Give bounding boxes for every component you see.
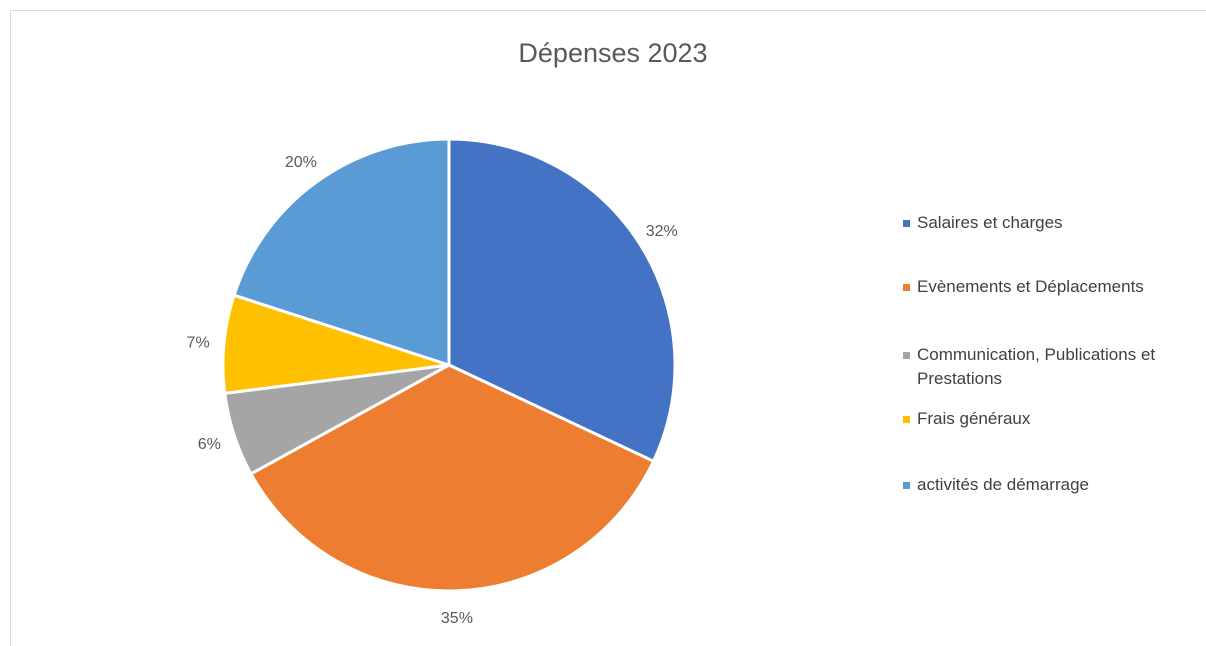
legend-label-communication: Communication, Publications et Prestatio… bbox=[917, 345, 1156, 388]
data-label-communication: 6% bbox=[198, 436, 221, 453]
chart-title: Dépenses 2023 bbox=[518, 38, 708, 68]
data-label-frais: 7% bbox=[187, 334, 210, 351]
legend-item-activites: activités de démarrage bbox=[903, 473, 1203, 497]
legend-label-salaires: Salaires et charges bbox=[917, 213, 1063, 232]
pie-slice-evenements bbox=[248, 363, 656, 593]
legend-swatch-activites bbox=[903, 482, 910, 489]
legend-item-frais: Frais généraux bbox=[903, 407, 1203, 431]
legend-swatch-evenements bbox=[903, 284, 910, 291]
chart-frame bbox=[10, 10, 1206, 646]
legend-swatch-communication bbox=[903, 352, 910, 359]
legend-item-evenements: Evènements et Déplacements bbox=[903, 275, 1203, 299]
legend-label-evenements: Evènements et Déplacements bbox=[917, 277, 1144, 296]
legend-label-activites: activités de démarrage bbox=[917, 475, 1089, 494]
legend-swatch-salaires bbox=[903, 220, 910, 227]
legend-item-salaires: Salaires et charges bbox=[903, 211, 1203, 235]
pie-slice-activites bbox=[232, 137, 451, 368]
data-label-evenements: 35% bbox=[441, 610, 473, 627]
data-label-activites: 20% bbox=[285, 154, 317, 171]
data-label-salaires: 32% bbox=[646, 223, 678, 240]
legend-label-frais: Frais généraux bbox=[917, 409, 1031, 428]
legend-item-communication: Communication, Publications et Prestatio… bbox=[903, 343, 1203, 391]
pie-slice-salaires bbox=[447, 137, 677, 464]
legend-swatch-frais bbox=[903, 416, 910, 423]
